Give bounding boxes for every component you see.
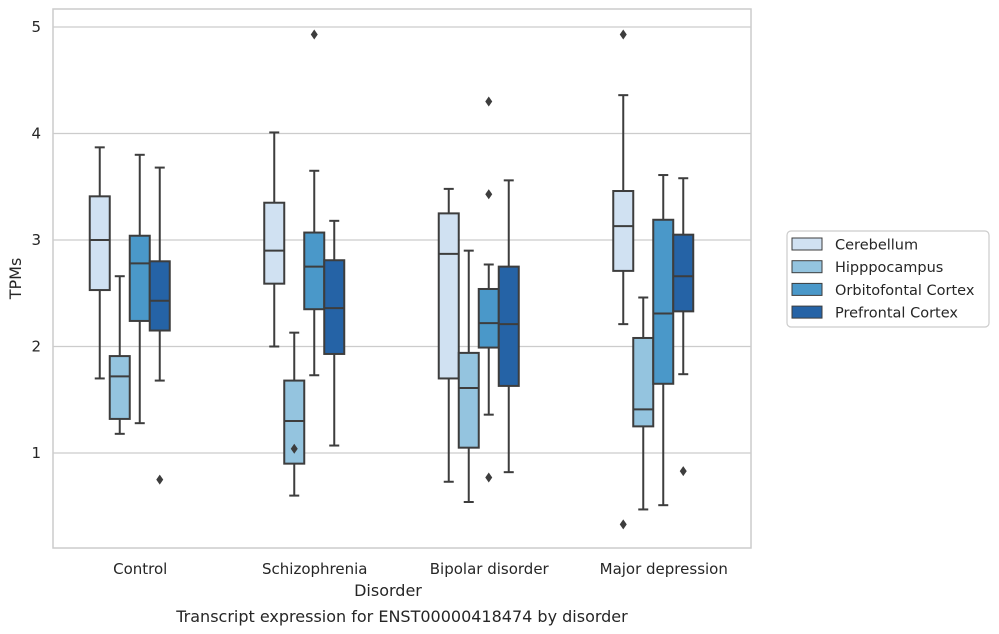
box-iqr bbox=[88, 195, 111, 292]
box-3-1 bbox=[632, 296, 655, 511]
legend-label: Prefrontal Cortex bbox=[835, 306, 958, 322]
legend-label: Orbitofontal Cortex bbox=[835, 283, 975, 299]
legend-label: Hipppocampus bbox=[835, 260, 943, 276]
legend-swatch bbox=[791, 282, 823, 296]
box-iqr bbox=[457, 351, 480, 449]
box-iqr bbox=[437, 212, 460, 380]
legend-swatch bbox=[791, 260, 823, 274]
legend-frame bbox=[786, 230, 990, 328]
outlier-point bbox=[679, 466, 687, 477]
outlier-point bbox=[310, 29, 318, 40]
outlier-point bbox=[619, 29, 627, 40]
box-2-0 bbox=[437, 187, 460, 483]
box-iqr bbox=[303, 231, 326, 311]
box-2-1 bbox=[457, 249, 480, 503]
x-tick-label: Bipolar disorder bbox=[430, 560, 550, 578]
x-axis-label: Disorder bbox=[354, 581, 422, 600]
chart-caption: Transcript expression for ENST0000041847… bbox=[175, 607, 628, 626]
box-0-3 bbox=[148, 166, 171, 485]
box-iqr bbox=[612, 190, 635, 272]
legend-label: Cerebellum bbox=[835, 238, 918, 254]
tick-labels: 1 2 3 4 5 Control Schizophrenia Bipolar disorde… bbox=[31, 18, 727, 578]
outlier-point bbox=[485, 96, 493, 107]
boxes bbox=[88, 29, 695, 530]
box-1-0 bbox=[263, 131, 286, 348]
box-1-3 bbox=[323, 219, 346, 447]
box-iqr bbox=[632, 336, 655, 428]
outlier-point bbox=[485, 472, 493, 483]
y-axis-label: TPMs bbox=[6, 258, 25, 301]
plot-area-frame bbox=[52, 8, 752, 549]
box-iqr bbox=[323, 259, 346, 355]
box-2-2 bbox=[477, 96, 500, 483]
box-iqr bbox=[283, 379, 306, 465]
y-tick-label: 1 bbox=[31, 444, 41, 462]
box-0-2 bbox=[128, 153, 151, 425]
outlier-point bbox=[485, 189, 493, 200]
box-iqr bbox=[672, 233, 695, 313]
box-iqr bbox=[108, 355, 131, 420]
box-3-3 bbox=[672, 177, 695, 477]
legend-swatch bbox=[791, 305, 823, 319]
outlier-point bbox=[156, 474, 164, 485]
y-tick-label: 4 bbox=[31, 125, 41, 143]
x-tick-label: Schizophrenia bbox=[262, 560, 367, 578]
legend-swatch bbox=[791, 237, 823, 251]
box-0-0 bbox=[88, 146, 111, 380]
box-iqr bbox=[148, 260, 171, 332]
box-3-0 bbox=[612, 29, 635, 530]
y-tick-label: 2 bbox=[31, 338, 41, 356]
outlier-point bbox=[290, 443, 298, 454]
x-tick-label: Control bbox=[113, 560, 167, 578]
box-1-1 bbox=[283, 331, 306, 497]
box-0-1 bbox=[108, 275, 131, 435]
box-2-3 bbox=[497, 179, 520, 474]
box-iqr bbox=[128, 234, 151, 322]
y-tick-label: 5 bbox=[31, 18, 41, 36]
x-tick-label: Major depression bbox=[600, 560, 728, 578]
box-iqr bbox=[497, 265, 520, 387]
box-3-2 bbox=[652, 174, 675, 507]
y-tick-label: 3 bbox=[31, 231, 41, 249]
box-iqr bbox=[263, 201, 286, 285]
box-1-2 bbox=[303, 29, 326, 377]
box-iqr bbox=[652, 218, 675, 385]
legend: Cerebellum Hipppocampus Orbitofontal Corte… bbox=[786, 230, 990, 328]
outlier-point bbox=[619, 519, 627, 530]
box-iqr bbox=[477, 287, 500, 349]
